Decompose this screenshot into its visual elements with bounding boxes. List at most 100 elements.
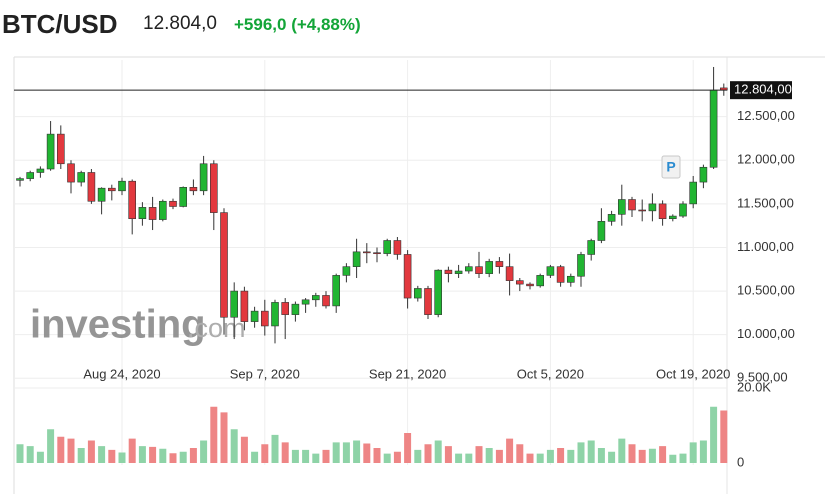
- volume-bar: [149, 446, 157, 463]
- candle-body: [148, 207, 157, 220]
- volume-bar: [404, 433, 412, 463]
- volume-bar: [628, 444, 636, 463]
- candle-body: [179, 187, 187, 207]
- volume-bar: [138, 446, 146, 463]
- candle-body: [383, 240, 392, 254]
- x-tick-label: Oct 19, 2020: [656, 366, 730, 381]
- volume-bar: [271, 434, 279, 463]
- volume-bar: [77, 448, 85, 463]
- candle-body: [699, 166, 708, 183]
- candle-body: [322, 295, 330, 307]
- candle-body: [434, 269, 443, 315]
- volume-bar: [618, 438, 626, 463]
- volume-bar: [322, 449, 330, 463]
- candle-body: [199, 163, 208, 192]
- volume-bar: [689, 442, 697, 463]
- candle-body: [505, 266, 514, 281]
- candle-body: [342, 266, 351, 276]
- volume-bar: [240, 436, 248, 463]
- candle-body: [658, 203, 667, 220]
- candle-body: [77, 172, 85, 183]
- candle-body: [240, 290, 249, 322]
- volume-bar: [159, 448, 167, 463]
- x-tick-label: Sep 7, 2020: [230, 366, 300, 381]
- price: 12.804,0: [143, 13, 217, 34]
- watermark-suffix: .com: [187, 313, 246, 343]
- candle-body: [454, 270, 463, 274]
- volume-bar: [291, 449, 299, 463]
- volume-bar: [577, 442, 585, 463]
- y-tick-label: 11.500,00: [737, 195, 794, 210]
- volume-bar: [128, 438, 136, 463]
- y-tick-label: 10.000,00: [737, 326, 795, 341]
- candle-body: [536, 275, 545, 287]
- candle-body: [638, 209, 647, 212]
- candle-body: [485, 261, 494, 274]
- candle-body: [332, 275, 341, 307]
- candle-body: [668, 215, 677, 220]
- volume-bar: [353, 440, 361, 463]
- candle-body: [46, 133, 55, 170]
- candle-body: [118, 180, 126, 192]
- annotation-text: P: [666, 159, 675, 175]
- volume-bar: [546, 449, 554, 463]
- candle-body: [475, 266, 483, 274]
- candle-body: [250, 310, 259, 322]
- volume-bar: [332, 442, 340, 463]
- volume-bar: [516, 444, 524, 463]
- candle-body: [424, 288, 432, 315]
- volume-bar: [251, 451, 259, 463]
- volume-bar: [444, 446, 452, 463]
- candle-body: [373, 252, 381, 255]
- header: BTC/USD 12.804,0 +596,0 (+4,88%): [0, 0, 825, 45]
- volume-bar: [261, 444, 269, 463]
- candle-body: [159, 200, 167, 220]
- candle-body: [597, 221, 606, 241]
- candle-body: [444, 269, 453, 274]
- volume-bar: [26, 446, 34, 463]
- volume-bar: [699, 440, 707, 463]
- candle-body: [556, 266, 565, 283]
- volume-bar: [669, 454, 677, 463]
- volume-bar: [118, 452, 126, 463]
- last-price-box: [730, 81, 792, 100]
- volume-bar: [47, 429, 55, 463]
- volume-bar: [526, 453, 534, 463]
- candle-body: [679, 203, 687, 217]
- volume-bar: [506, 438, 514, 463]
- candle-body: [352, 251, 361, 267]
- candle-body: [128, 180, 136, 220]
- volume-bar: [557, 448, 565, 463]
- candle-body: [587, 240, 596, 255]
- volume-bar: [710, 406, 718, 463]
- candle-body: [108, 187, 116, 192]
- volume-bar: [373, 448, 381, 463]
- candle-body: [709, 89, 718, 168]
- candle-body: [526, 283, 534, 287]
- candle-body: [393, 240, 402, 255]
- y-tick-label: 12.500,00: [737, 108, 795, 123]
- watermark: investing .com: [30, 303, 246, 347]
- annotation-badge: [661, 155, 681, 179]
- x-tick-label: Oct 5, 2020: [517, 366, 584, 381]
- volume-bar: [57, 436, 65, 463]
- candle-body: [689, 181, 698, 205]
- candle-body: [16, 178, 24, 181]
- volume-bar: [383, 453, 391, 463]
- volume-bar: [608, 451, 616, 463]
- volume-bar: [169, 453, 177, 463]
- candle-body: [495, 261, 504, 267]
- volume-bar: [200, 440, 208, 463]
- candle-body: [617, 199, 626, 215]
- volume-bar: [567, 449, 575, 463]
- volume-bar: [108, 449, 116, 463]
- volume-bar: [597, 448, 605, 463]
- candle-body: [628, 199, 636, 211]
- volume-bar: [342, 442, 350, 463]
- candle-body: [56, 133, 65, 165]
- price-change: +596,0 (+4,88%): [234, 15, 361, 34]
- candle-body: [607, 214, 616, 222]
- candle-body: [577, 254, 585, 277]
